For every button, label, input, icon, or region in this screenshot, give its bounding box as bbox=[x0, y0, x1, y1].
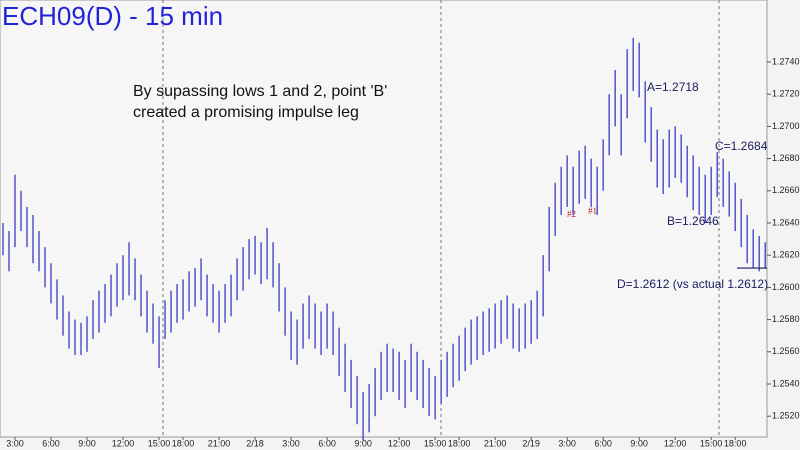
y-tick-label: 1.2560 bbox=[772, 346, 800, 356]
y-tick-label: 1.2740 bbox=[772, 56, 800, 66]
point-label: C=1.2684 bbox=[715, 139, 768, 153]
x-tick-label: 15:00 bbox=[148, 438, 171, 448]
x-tick-label: 18:00 bbox=[724, 438, 747, 448]
x-tick-label: 3:00 bbox=[282, 438, 300, 448]
point-label: A=1.2718 bbox=[647, 80, 699, 94]
y-tick-label: 1.2580 bbox=[772, 314, 800, 324]
plot-area bbox=[0, 0, 768, 438]
y-tick-label: 1.2540 bbox=[772, 378, 800, 388]
y-tick-label: 1.2660 bbox=[772, 185, 800, 195]
x-tick-label: 21:00 bbox=[208, 438, 231, 448]
x-tick-label: 15:00 bbox=[700, 438, 723, 448]
x-tick-label: 3:00 bbox=[6, 438, 24, 448]
x-tick-label: 15:00 bbox=[424, 438, 447, 448]
y-tick-label: 1.2520 bbox=[772, 411, 800, 421]
x-tick-label: 9:00 bbox=[354, 438, 372, 448]
y-tick-label: 1.2720 bbox=[772, 89, 800, 99]
low-label: #2 bbox=[567, 209, 576, 219]
low-label: #1 bbox=[588, 206, 597, 216]
y-tick-label: 1.2640 bbox=[772, 217, 800, 227]
y-tick-label: 1.2600 bbox=[772, 282, 800, 292]
x-tick-label: 6:00 bbox=[42, 438, 60, 448]
y-tick-label: 1.2680 bbox=[772, 153, 800, 163]
x-tick-label: 18:00 bbox=[448, 438, 471, 448]
x-tick-label: 6:00 bbox=[318, 438, 336, 448]
y-tick-label: 1.2700 bbox=[772, 121, 800, 131]
annotation: By supassing lows 1 and 2, point 'B' bbox=[133, 83, 387, 100]
annotation: created a promising impulse leg bbox=[133, 104, 359, 121]
x-tick-label: 9:00 bbox=[78, 438, 96, 448]
x-tick-label: 12:00 bbox=[388, 438, 411, 448]
point-label: B=1.2646 bbox=[667, 214, 719, 228]
x-tick-label: 6:00 bbox=[594, 438, 612, 448]
x-tick-label: 2/18 bbox=[246, 438, 264, 448]
point-label: D=1.2612 (vs actual 1.2612) bbox=[617, 277, 768, 291]
x-tick-label: 2/19 bbox=[522, 438, 540, 448]
chart-title: ECH09(D) - 15 min bbox=[2, 1, 223, 31]
x-tick-label: 3:00 bbox=[558, 438, 576, 448]
x-tick-label: 18:00 bbox=[172, 438, 195, 448]
x-tick-label: 21:00 bbox=[484, 438, 507, 448]
y-tick-label: 1.2620 bbox=[772, 250, 800, 260]
x-tick-label: 9:00 bbox=[630, 438, 648, 448]
x-tick-label: 12:00 bbox=[112, 438, 135, 448]
x-tick-label: 12:00 bbox=[664, 438, 687, 448]
